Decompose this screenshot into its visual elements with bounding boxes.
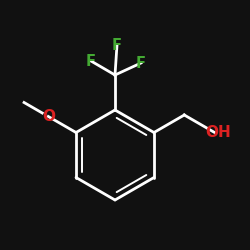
Text: OH: OH [206, 125, 232, 140]
Text: O: O [42, 109, 55, 124]
Text: F: F [136, 56, 146, 70]
Text: F: F [112, 38, 122, 52]
Text: F: F [86, 54, 96, 68]
